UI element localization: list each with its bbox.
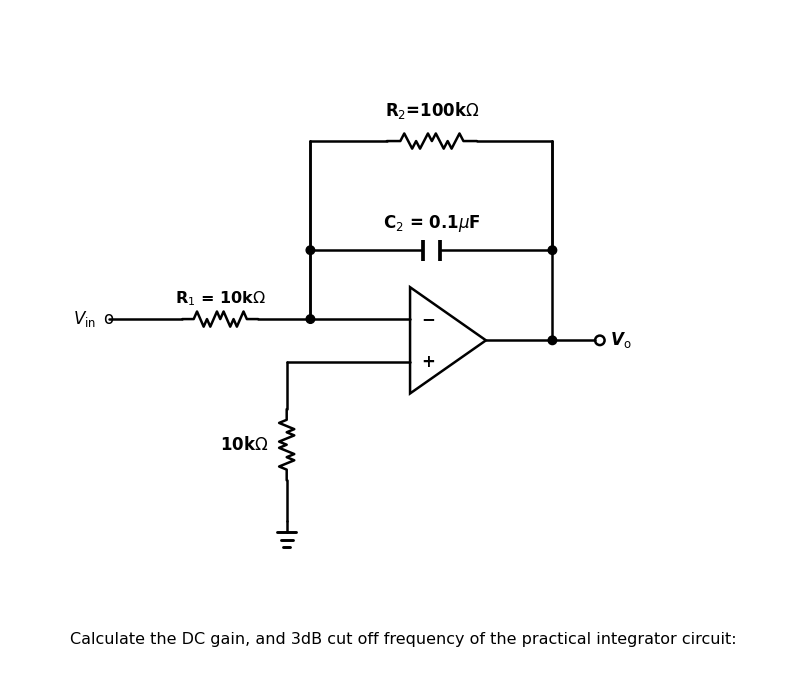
Text: $V_{\rm in}$: $V_{\rm in}$ (73, 309, 96, 329)
Text: −: − (421, 310, 435, 328)
Circle shape (306, 315, 315, 324)
Text: o: o (103, 310, 114, 328)
Text: R$_2$=100k$\Omega$: R$_2$=100k$\Omega$ (384, 100, 479, 121)
Text: V$_{\rm o}$: V$_{\rm o}$ (610, 331, 632, 351)
Text: C$_2$ = 0.1$\mu$F: C$_2$ = 0.1$\mu$F (383, 213, 481, 234)
Text: Calculate the DC gain, and 3dB cut off frequency of the practical integrator cir: Calculate the DC gain, and 3dB cut off f… (70, 632, 737, 647)
Circle shape (306, 246, 315, 254)
Text: 10k$\Omega$: 10k$\Omega$ (220, 436, 268, 454)
Text: +: + (421, 353, 435, 371)
Circle shape (548, 336, 557, 344)
Circle shape (548, 246, 557, 254)
Text: R$_1$ = 10k$\Omega$: R$_1$ = 10k$\Omega$ (174, 289, 266, 308)
